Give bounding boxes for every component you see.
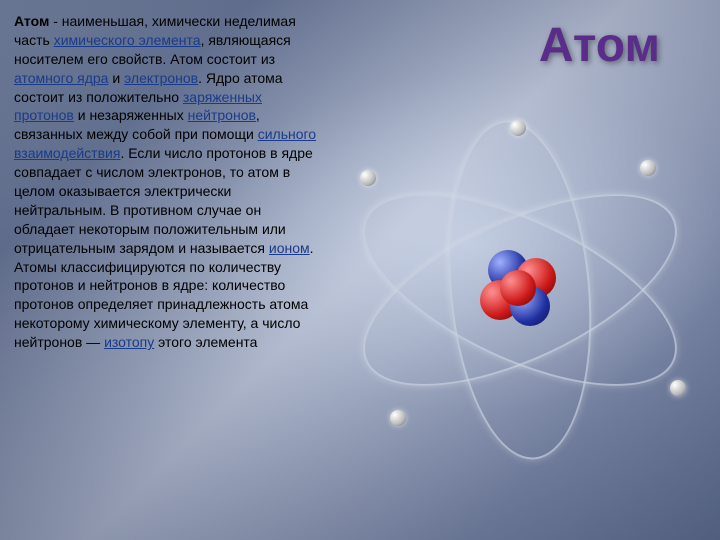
electron-particle	[510, 120, 526, 136]
proton-particle	[500, 270, 536, 306]
lead-word: Атом	[14, 13, 49, 29]
text-seg: этого элемента	[154, 334, 257, 350]
electron-particle	[390, 410, 406, 426]
link-electrons[interactable]: электронов	[124, 70, 198, 86]
link-chemical-element[interactable]: химического элемента	[54, 32, 201, 48]
link-neutrons[interactable]: нейтронов	[188, 107, 256, 123]
electron-particle	[640, 160, 656, 176]
electron-particle	[360, 170, 376, 186]
electron-particle	[670, 380, 686, 396]
text-seg: и незаряженных	[74, 107, 188, 123]
link-protons[interactable]: протонов	[14, 107, 74, 123]
body-text: Атом - наименьшая, химически неделимая ч…	[14, 12, 320, 352]
link-ion[interactable]: ионом	[269, 240, 310, 256]
link-charged[interactable]: заряженных	[183, 89, 262, 105]
nucleus	[480, 250, 560, 330]
text-seg: и	[108, 70, 124, 86]
link-atomic-nucleus[interactable]: атомного ядра	[14, 70, 108, 86]
atom-diagram	[330, 100, 710, 480]
link-isotope[interactable]: изотопу	[104, 334, 154, 350]
page-title: Атом	[539, 18, 660, 73]
